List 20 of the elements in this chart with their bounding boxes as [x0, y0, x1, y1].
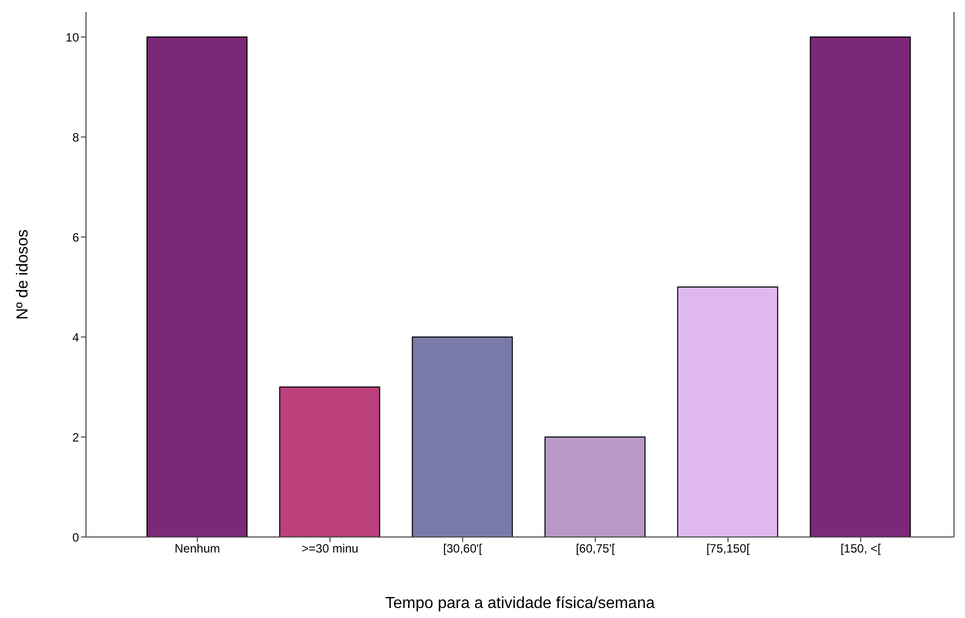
bar: [677, 286, 778, 537]
x-tick-label: [150, <[: [840, 542, 882, 556]
bar: [146, 36, 248, 537]
bar: [412, 336, 513, 537]
x-tick-label: [30,60'[: [443, 542, 483, 556]
y-axis-title: Nº de idosos: [14, 229, 32, 320]
y-tick-label: 6: [72, 230, 80, 244]
x-tick-label: Nenhum: [174, 542, 220, 556]
y-tick-label: 10: [66, 30, 80, 44]
y-tick-label: 0: [72, 530, 80, 544]
x-tick-label: [60,75'[: [576, 542, 616, 556]
bar: [544, 436, 646, 537]
y-tick-label: 4: [72, 330, 80, 344]
x-tick-label: [75,150[: [706, 542, 750, 556]
bar: [279, 386, 380, 537]
x-tick-label: >=30 minu: [302, 542, 358, 556]
bar: [810, 36, 911, 537]
y-tick-label: 8: [72, 130, 80, 144]
y-tick-label: 2: [72, 430, 80, 444]
x-axis-title: Tempo para a atividade física/semana: [385, 595, 655, 612]
